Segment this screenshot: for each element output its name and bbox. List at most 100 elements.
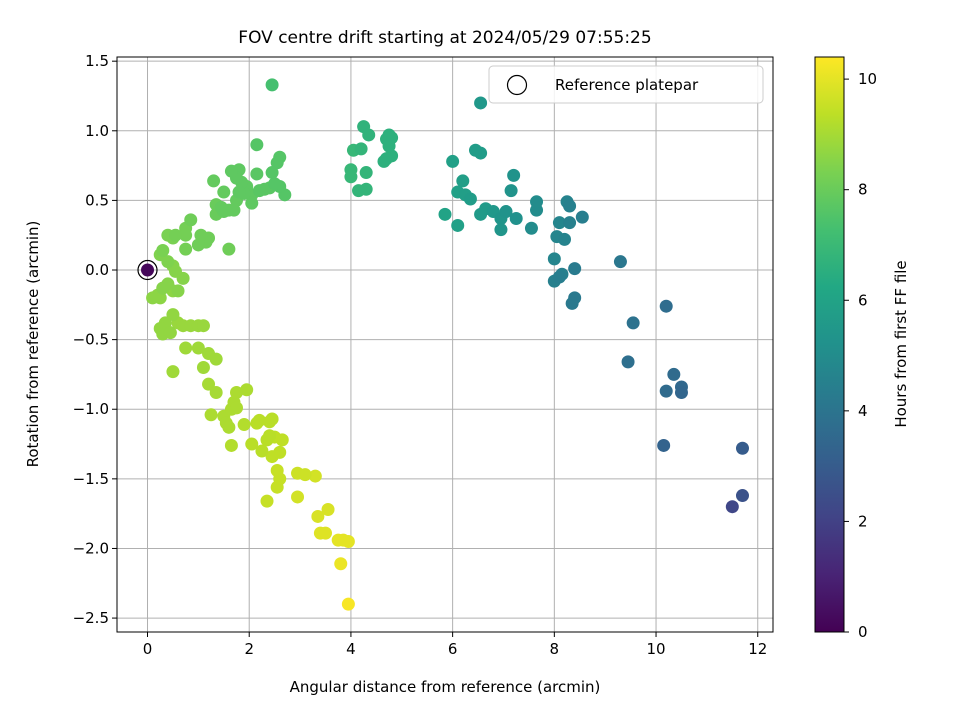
x-tick-label: 2 (244, 640, 254, 658)
y-tick-label: −0.5 (73, 331, 109, 349)
data-point (273, 445, 287, 459)
data-point (446, 154, 460, 168)
data-point (250, 138, 264, 152)
data-point (552, 216, 566, 230)
data-point (621, 355, 635, 369)
data-point (308, 469, 322, 483)
data-point (156, 281, 170, 295)
colorbar (814, 56, 845, 633)
data-point (524, 221, 538, 235)
colorbar-ticks: 0 2 4 6 8 10 (844, 70, 877, 641)
data-point (311, 509, 325, 523)
data-point (252, 184, 266, 198)
data-point (191, 341, 205, 355)
data-point (237, 418, 251, 432)
data-point (438, 207, 452, 221)
x-tick-label: 10 (646, 640, 665, 658)
data-point (613, 255, 627, 269)
data-point (214, 200, 228, 214)
data-point (209, 386, 223, 400)
data-point (204, 408, 218, 422)
data-point (352, 184, 366, 198)
data-point (252, 413, 266, 427)
data-point (166, 365, 180, 379)
y-tick-label: 1.5 (85, 52, 109, 70)
data-point (171, 284, 185, 298)
data-point (659, 299, 673, 313)
plot-frame (116, 56, 774, 633)
data-point (207, 174, 221, 188)
data-point (321, 502, 335, 516)
colorbar-tick-label: 0 (858, 623, 868, 641)
data-point (196, 360, 210, 374)
data-point (230, 401, 244, 415)
data-point (499, 205, 513, 219)
data-point (196, 319, 210, 333)
data-point (222, 420, 236, 434)
data-point (194, 228, 208, 242)
data-point (735, 489, 749, 503)
data-point (657, 438, 671, 452)
data-point (291, 490, 305, 504)
chart-title: FOV centre drift starting at 2024/05/29 … (238, 28, 651, 48)
legend-label: Reference platepar (555, 76, 699, 94)
data-point (270, 480, 284, 494)
data-point (509, 212, 523, 226)
data-point (184, 213, 198, 227)
data-point (494, 223, 508, 237)
data-point (245, 437, 259, 451)
data-point (547, 252, 561, 266)
data-point (263, 429, 277, 443)
x-axis-label: Angular distance from reference (arcmin) (290, 678, 601, 696)
grid (117, 57, 773, 632)
data-point (163, 326, 177, 340)
data-point (318, 526, 332, 540)
data-point (268, 177, 282, 191)
data-point (240, 383, 254, 397)
data-point (359, 166, 373, 180)
data-point (255, 444, 269, 458)
reference-platepar-marker (137, 259, 158, 281)
data-point (558, 232, 572, 246)
data-point (667, 367, 681, 381)
data-point (260, 494, 274, 508)
x-tick-label: 6 (448, 640, 458, 658)
data-point (451, 218, 465, 232)
data-point (222, 242, 236, 256)
data-point (565, 296, 579, 310)
data-point (344, 170, 358, 184)
y-tick-label: 0.5 (85, 191, 109, 209)
data-point (224, 438, 238, 452)
data-point (341, 597, 355, 611)
data-point (179, 341, 193, 355)
colorbar-tick-label: 8 (858, 181, 868, 199)
data-point (245, 196, 259, 210)
x-tick-label: 0 (143, 640, 153, 658)
colorbar-tick-label: 10 (858, 70, 877, 88)
data-point (141, 263, 155, 277)
data-point (217, 185, 231, 199)
colorbar-label: Hours from first FF file (892, 260, 910, 427)
x-tick-label: 4 (346, 640, 356, 658)
data-point (357, 120, 371, 134)
colorbar-tick-label: 4 (858, 402, 868, 420)
colorbar-tick-label: 6 (858, 291, 868, 309)
data-point (166, 308, 180, 322)
legend-box (488, 65, 764, 104)
data-point (563, 216, 577, 230)
data-point (179, 242, 193, 256)
legend: Reference platepar (488, 65, 764, 104)
legend-reference-marker-icon (506, 74, 528, 96)
y-axis-ticks: 1.5 1.0 0.5 0.0 −0.5 −1.0 −1.5 −2.0 −2.5 (73, 52, 117, 627)
data-point (735, 441, 749, 455)
data-points (141, 78, 749, 611)
data-point (265, 412, 279, 426)
x-axis-ticks: 0 2 4 6 8 10 12 (143, 632, 767, 658)
data-point (474, 96, 488, 110)
data-point (456, 174, 470, 188)
data-point (298, 468, 312, 482)
data-point (568, 262, 582, 276)
data-point (156, 244, 170, 258)
y-tick-label: −1.0 (73, 400, 109, 418)
